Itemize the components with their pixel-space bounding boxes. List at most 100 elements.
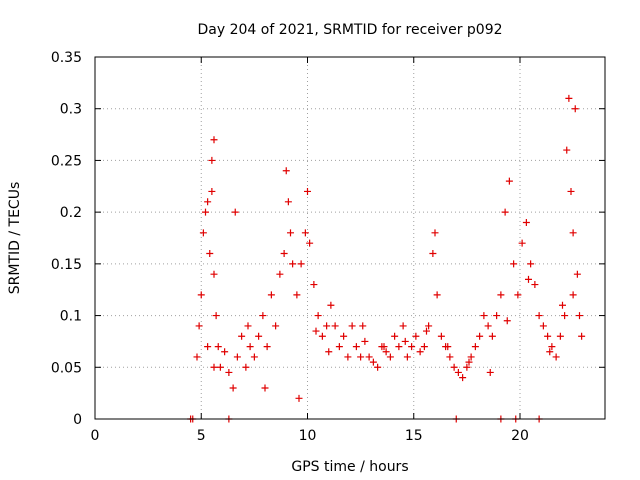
data-point	[459, 374, 467, 382]
data-point	[365, 353, 373, 361]
data-point	[216, 363, 224, 371]
data-point	[208, 187, 216, 195]
data-point	[318, 332, 326, 340]
data-point	[431, 229, 439, 237]
data-point	[510, 260, 518, 268]
data-point	[199, 229, 207, 237]
y-tick-label: 0	[73, 412, 82, 428]
data-point	[210, 136, 218, 144]
data-point	[210, 270, 218, 278]
data-point	[559, 301, 566, 309]
data-point	[380, 343, 388, 351]
data-point	[493, 312, 501, 320]
y-tick-label: 0.1	[60, 309, 82, 325]
data-point	[563, 146, 571, 154]
data-point	[304, 187, 311, 195]
x-tick-label: 0	[91, 428, 100, 444]
data-point	[301, 229, 309, 237]
data-point	[488, 332, 496, 340]
chart-title: Day 204 of 2021, SRMTID for receiver p09…	[197, 22, 502, 38]
data-point	[567, 187, 575, 195]
data-point	[348, 322, 356, 330]
data-point	[206, 250, 214, 258]
data-point	[314, 312, 322, 320]
data-point	[471, 343, 479, 351]
data-point	[535, 312, 543, 320]
data-point	[486, 368, 494, 376]
data-point	[229, 384, 237, 392]
data-point	[416, 348, 424, 356]
data-point	[569, 229, 577, 237]
data-point	[539, 322, 547, 330]
data-point	[361, 337, 369, 345]
data-point	[403, 353, 411, 361]
data-point	[546, 348, 554, 356]
y-axis-label: SRMTID / TECUs	[7, 182, 23, 295]
grid-lines	[95, 57, 605, 419]
data-point	[261, 384, 269, 392]
data-point	[231, 208, 239, 216]
data-point	[276, 270, 284, 278]
x-tick-label: 20	[511, 428, 529, 444]
data-point	[357, 353, 365, 361]
data-point	[561, 312, 569, 320]
data-point	[429, 250, 437, 258]
data-point	[552, 353, 560, 361]
data-point	[267, 291, 275, 299]
data-point	[433, 291, 441, 299]
data-point	[391, 332, 399, 340]
y-tick-label: 0.15	[51, 257, 82, 273]
y-tick-label: 0.25	[51, 153, 82, 169]
data-point	[465, 358, 473, 366]
data-point	[280, 250, 288, 258]
y-tick-label: 0.3	[60, 102, 82, 118]
data-point	[573, 270, 581, 278]
data-point	[202, 208, 209, 216]
data-point	[395, 343, 403, 351]
data-point	[437, 332, 445, 340]
axis-ticks: 0 5 10 15 20 0 0.05 0.1 0.15 0.2 0.25 0.3 0.35	[51, 50, 605, 444]
data-point	[212, 312, 220, 320]
plot-frame	[94, 56, 606, 420]
data-point	[352, 343, 360, 351]
data-point	[359, 322, 367, 330]
data-point	[578, 332, 586, 340]
data-point	[246, 343, 254, 351]
data-point	[327, 301, 335, 309]
data-point	[242, 363, 250, 371]
data-point	[193, 353, 201, 361]
data-point	[565, 94, 573, 102]
data-point	[250, 353, 258, 361]
data-point	[331, 322, 339, 330]
data-point	[306, 239, 314, 247]
data-point	[467, 353, 475, 361]
x-tick-label: 5	[197, 428, 206, 444]
x-axis-label: GPS time / hours	[291, 459, 408, 475]
data-point	[446, 353, 454, 361]
data-point	[238, 332, 246, 340]
y-tick-label: 0.35	[51, 50, 82, 66]
data-point	[425, 322, 433, 330]
data-point	[340, 332, 348, 340]
data-point	[501, 208, 509, 216]
data-point	[272, 322, 280, 330]
data-point	[204, 343, 212, 351]
data-point	[244, 322, 252, 330]
data-point	[210, 363, 218, 371]
data-point	[323, 322, 331, 330]
data-point	[263, 343, 271, 351]
data-point	[225, 368, 233, 376]
data-point	[221, 348, 229, 356]
data-point	[518, 239, 526, 247]
data-point	[476, 332, 484, 340]
data-point	[287, 229, 294, 237]
data-point	[293, 291, 301, 299]
data-point	[284, 198, 292, 206]
data-point	[312, 327, 320, 335]
data-point	[386, 353, 394, 361]
x-tick-label: 10	[299, 428, 317, 444]
y-tick-label: 0.2	[60, 205, 82, 221]
data-point	[197, 291, 205, 299]
data-point	[423, 327, 430, 335]
x-tick-label: 15	[405, 428, 423, 444]
